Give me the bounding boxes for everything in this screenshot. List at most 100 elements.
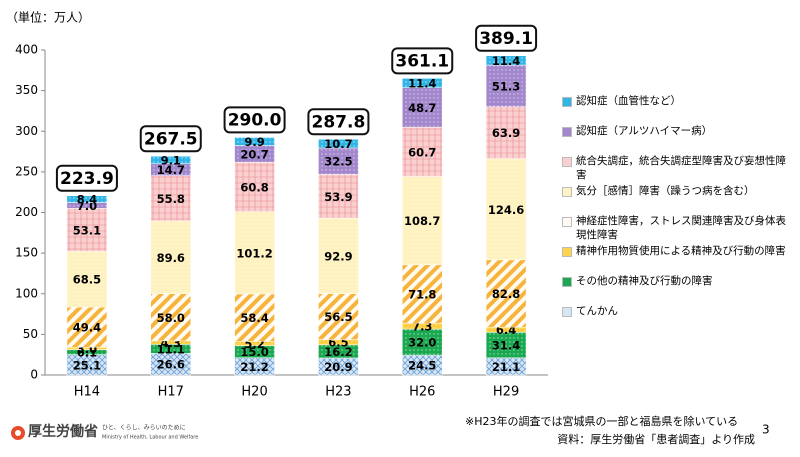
- x-tick-label: H23: [325, 385, 351, 400]
- legend-swatch: [562, 97, 572, 107]
- x-tick-label: H14: [74, 385, 100, 400]
- segment-label: 82.8: [492, 287, 520, 301]
- segment-pattern: [66, 195, 108, 203]
- legend-item: 気分［感情］障害（躁うつ病を含む）: [562, 184, 787, 214]
- segment-label: 9.9: [244, 135, 264, 149]
- logo-english: Ministry of Health, Labour and Welfare: [102, 435, 198, 441]
- total-box: [223, 106, 286, 134]
- total-box: [391, 47, 454, 75]
- legend-swatch: [562, 247, 572, 257]
- segment-pattern: [402, 264, 443, 324]
- unit-label: （単位：万人）: [6, 10, 90, 25]
- segment-pattern: [485, 259, 527, 328]
- segment-pattern: [234, 137, 275, 146]
- segment-label: 11.4: [408, 76, 436, 90]
- segment-pattern: [402, 126, 443, 177]
- segment-label: 20.9: [324, 360, 352, 374]
- segment-label: 56.5: [324, 310, 352, 324]
- segment-pattern: [485, 55, 527, 66]
- segment-label: 14.7: [157, 163, 185, 177]
- legend-label: 気分［感情］障害（躁うつ病を含む）: [576, 185, 755, 197]
- segment-label: 25.1: [73, 358, 101, 372]
- legend-label: 統合失調症，統合失調症型障害及び妄想性障害: [576, 155, 786, 181]
- y-tick-label: 200: [15, 205, 38, 219]
- total-box: [475, 24, 538, 52]
- segment-label: 51.3: [492, 79, 520, 93]
- segment-pattern: [402, 78, 443, 88]
- segment-label: 21.1: [492, 360, 520, 374]
- legend-swatch: [562, 187, 572, 197]
- segment-label: 89.6: [157, 251, 185, 265]
- legend-item: 認知症（アルツハイマー病）: [562, 124, 787, 154]
- segment-pattern: [150, 156, 191, 164]
- logo-name: 厚生労働省: [28, 423, 98, 440]
- segment-pattern: [66, 208, 108, 252]
- legend-item: 精神作用物質使用による精神及び行動の障害: [562, 244, 787, 274]
- legend-item: その他の精神及び行動の障害: [562, 274, 787, 304]
- total-box: [139, 125, 202, 153]
- segment-pattern: [66, 251, 108, 308]
- x-tick-label: H26: [409, 385, 435, 400]
- segment-label: 60.8: [240, 180, 268, 194]
- legend-item: 神経症性障害，ストレス関連障害及び身体表現性障害: [562, 214, 787, 244]
- segment-pattern: [318, 293, 359, 340]
- y-tick-label: 100: [15, 286, 38, 300]
- segment-label: 10.7: [324, 137, 352, 151]
- legend-item: 認知症（血管性など）: [562, 94, 787, 124]
- logo-tagline: ひと、くらし、みらいのために: [102, 425, 186, 432]
- segment-label: 21.2: [240, 360, 268, 374]
- segment-pattern: [150, 293, 191, 342]
- segment-label: 24.5: [408, 359, 436, 373]
- segment-label: 63.9: [492, 126, 520, 140]
- segment-label: 108.7: [404, 214, 440, 228]
- segment-pattern: [485, 158, 527, 261]
- legend-swatch: [562, 157, 572, 167]
- legend-item: 統合失調症，統合失調症型障害及び妄想性障害: [562, 154, 787, 184]
- page-number: 3: [762, 423, 770, 437]
- y-tick-label: 0: [30, 368, 38, 382]
- legend-swatch: [562, 217, 572, 227]
- segment-label: 15.0: [240, 345, 268, 359]
- source: 資料：厚生労働省「患者調査」より作成: [557, 432, 755, 446]
- segment-label: 26.6: [157, 358, 185, 372]
- segment-label: 101.2: [236, 246, 272, 260]
- y-tick-label: 300: [15, 124, 38, 138]
- segment-pattern: [402, 328, 443, 356]
- x-tick-label: H17: [158, 385, 184, 400]
- segment-pattern: [150, 220, 191, 294]
- segment-label: 124.6: [488, 203, 524, 217]
- segment-pattern: [66, 306, 108, 348]
- segment-pattern: [318, 147, 359, 175]
- segment-pattern: [402, 176, 443, 266]
- segment-pattern: [150, 175, 191, 222]
- segment-pattern: [485, 64, 527, 107]
- segment-label: 53.9: [324, 190, 352, 204]
- segment-pattern: [234, 162, 275, 212]
- total-label: 267.5: [144, 129, 198, 149]
- legend-swatch: [562, 277, 572, 287]
- legend-item: てんかん: [562, 304, 787, 334]
- legend-label: 認知症（アルツハイマー病）: [576, 125, 713, 137]
- x-tick-label: H20: [241, 385, 267, 400]
- x-tick-label: H29: [493, 385, 519, 400]
- segment-label: 31.4: [492, 339, 520, 353]
- y-tick-label: 250: [15, 164, 38, 178]
- segment-pattern: [234, 211, 275, 295]
- legend: 認知症（血管性など） 認知症（アルツハイマー病） 統合失調症，統合失調症型障害及び妄…: [562, 94, 787, 334]
- legend-label: てんかん: [576, 305, 618, 317]
- total-label: 389.1: [479, 29, 533, 49]
- y-tick-label: 150: [15, 246, 38, 260]
- legend-swatch: [562, 127, 572, 137]
- legend-label: 精神作用物質使用による精神及び行動の障害: [576, 245, 786, 257]
- segment-label: 58.0: [157, 311, 185, 325]
- segment-pattern: [318, 139, 359, 149]
- total-label: 290.0: [228, 110, 282, 130]
- segment-label: 8.4: [77, 193, 97, 207]
- segment-pattern: [485, 332, 527, 359]
- y-tick-label: 400: [15, 43, 38, 57]
- total-label: 223.9: [60, 169, 114, 189]
- note: ※H23年の調査では宮城県の一部と福島県を除いている: [465, 414, 738, 428]
- total-label: 361.1: [395, 51, 449, 71]
- total-box: [307, 108, 370, 136]
